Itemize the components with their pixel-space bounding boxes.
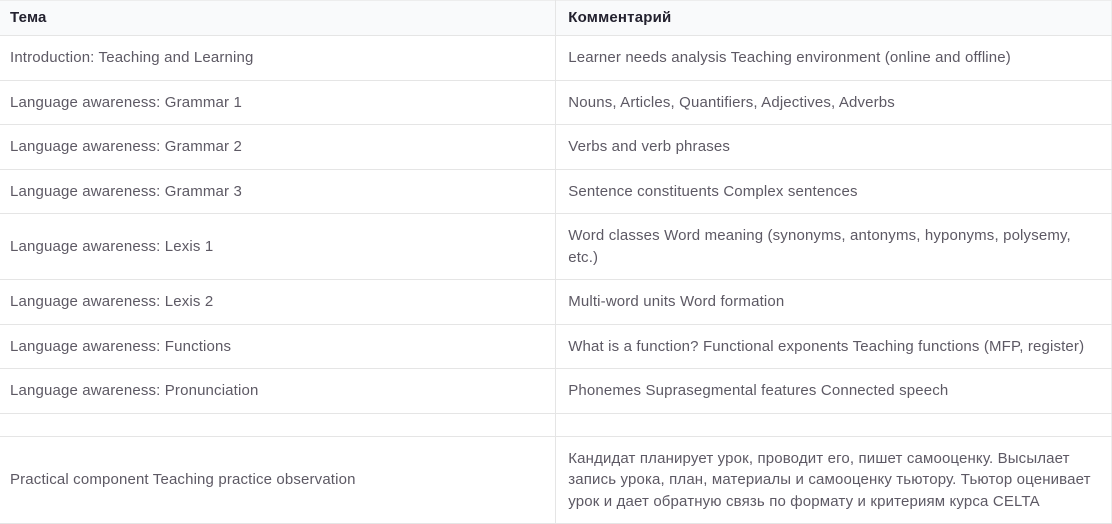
topic-cell: Language awareness: Lexis 2 [0, 279, 556, 325]
column-header-topic: Тема [0, 0, 556, 36]
table-row: Language awareness: Grammar 2 Verbs and v… [0, 124, 1112, 170]
comment-cell: Learner needs analysis Teaching environm… [555, 35, 1112, 81]
comment-cell [555, 413, 1112, 437]
topic-cell: Language awareness: Pronunciation [0, 368, 556, 414]
topic-cell: Language awareness: Grammar 3 [0, 169, 556, 214]
comment-cell: Nouns, Articles, Quantifiers, Adjectives… [555, 80, 1112, 125]
topic-cell: Language awareness: Functions [0, 324, 556, 369]
comment-cell: Кандидат планирует урок, проводит его, п… [555, 436, 1112, 524]
comment-cell: Word classes Word meaning (synonyms, ant… [555, 213, 1112, 280]
topic-cell: Language awareness: Lexis 1 [0, 213, 556, 280]
table-row [0, 413, 1112, 437]
table-row: Language awareness: Grammar 3 Sentence co… [0, 169, 1112, 214]
table-row: Language awareness: Pronunciation Phoneme… [0, 368, 1112, 414]
comment-cell: Verbs and verb phrases [555, 124, 1112, 170]
comment-cell: What is a function? Functional exponents… [555, 324, 1112, 369]
topic-cell: Practical component Teaching practice ob… [0, 436, 556, 524]
comment-cell: Multi-word units Word formation [555, 279, 1112, 325]
table-row: Language awareness: Lexis 1 Word classes … [0, 213, 1112, 280]
comment-cell: Sentence constituents Complex sentences [555, 169, 1112, 214]
topic-cell: Language awareness: Grammar 1 [0, 80, 556, 125]
table-body: Introduction: Teaching and Learning Learn… [0, 35, 1112, 524]
header-row: Тема Комментарий [0, 0, 1112, 36]
column-header-comment: Комментарий [555, 0, 1112, 36]
table-row: Practical component Teaching practice ob… [0, 436, 1112, 524]
table-row: Language awareness: Grammar 1 Nouns, Arti… [0, 80, 1112, 125]
topic-cell [0, 413, 556, 437]
table-row: Language awareness: Lexis 2 Multi-word un… [0, 279, 1112, 325]
table-header: Тема Комментарий [0, 0, 1112, 36]
topic-cell: Introduction: Teaching and Learning [0, 35, 556, 81]
table-row: Language awareness: Functions What is a f… [0, 324, 1112, 369]
table-row: Introduction: Teaching and Learning Learn… [0, 35, 1112, 81]
comment-cell: Phonemes Suprasegmental features Connect… [555, 368, 1112, 414]
topic-cell: Language awareness: Grammar 2 [0, 124, 556, 170]
